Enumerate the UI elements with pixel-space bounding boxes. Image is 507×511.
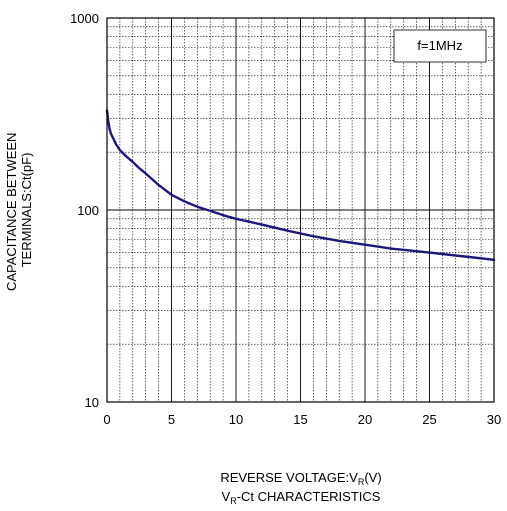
grid <box>107 18 494 402</box>
series-line <box>105 109 496 262</box>
x-tick-label: 5 <box>168 412 175 427</box>
y-tick-label: 1000 <box>70 11 99 26</box>
y-axis-title: CAPACITANCE BETWEEN TERMINALS:Ct(pF) <box>4 129 34 291</box>
y-axis-title-line-1: CAPACITANCE BETWEEN <box>4 133 19 291</box>
x-axis-title: REVERSE VOLTAGE:VR(V) <box>220 470 381 487</box>
x-axis-title-suffix: (V) <box>364 470 381 485</box>
y-tick-label: 100 <box>77 203 99 218</box>
x-tick-label: 25 <box>422 412 436 427</box>
chart-caption: VR-Ct CHARACTERISTICS <box>222 489 381 506</box>
series-layer <box>105 109 496 262</box>
y-axis-title-line-2: TERMINALS:Ct(pF) <box>19 153 34 268</box>
y-tick-label: 10 <box>85 395 99 410</box>
plot-frame <box>106 17 495 403</box>
x-axis-title-subscript: R <box>358 477 365 487</box>
chart-caption-prefix: V <box>222 489 231 504</box>
x-tick-label: 30 <box>487 412 501 427</box>
x-tick-label: 15 <box>293 412 307 427</box>
x-tick-label: 20 <box>358 412 372 427</box>
frequency-annotation: f=1MHz <box>417 38 462 53</box>
chart-caption-subscript: R <box>230 496 237 506</box>
chart-caption-suffix: -Ct CHARACTERISTICS <box>237 489 381 504</box>
x-axis-title-prefix: REVERSE VOLTAGE:V <box>220 470 358 485</box>
tick-labels: 0 5 10 15 20 25 30 10 100 1000 <box>70 11 501 427</box>
x-tick-label: 0 <box>103 412 110 427</box>
legend-box: f=1MHz <box>393 29 487 63</box>
x-tick-label: 10 <box>229 412 243 427</box>
